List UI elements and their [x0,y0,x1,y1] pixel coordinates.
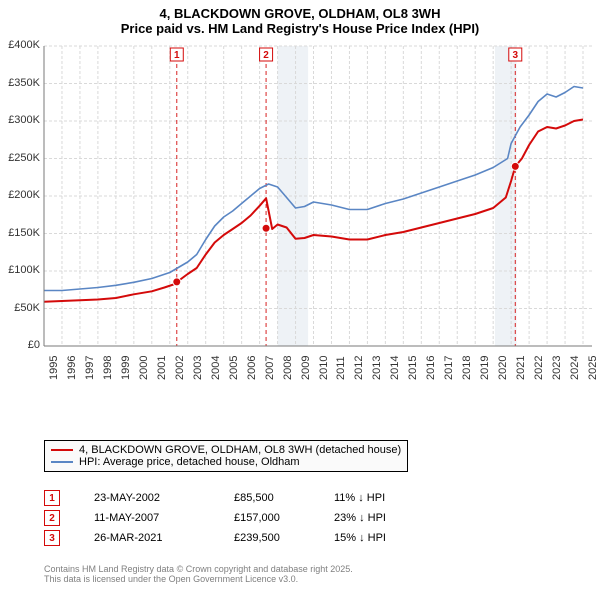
x-tick-label: 2001 [156,356,168,380]
x-tick-label: 1995 [48,356,60,380]
chart-area: 1 2 3 £0 £50K £100K £150K £200K £250K £300K £350K… [2,42,598,402]
sale-diff: 23% ↓ HPI [334,512,424,524]
page-root: 4, BLACKDOWN GROVE, OLDHAM, OL8 3WH Pric… [0,0,600,590]
x-tick-label: 1996 [66,356,78,380]
x-tick-label: 2012 [353,356,365,380]
y-tick-label: £150K [2,227,40,239]
legend: 4, BLACKDOWN GROVE, OLDHAM, OL8 3WH (det… [44,440,408,472]
x-tick-label: 2013 [371,356,383,380]
x-tick-label: 2014 [389,356,401,380]
svg-text:1: 1 [174,50,180,61]
y-tick-label: £250K [2,152,40,164]
x-tick-label: 2021 [515,356,527,380]
legend-row-hpi: HPI: Average price, detached house, Oldh… [51,456,401,468]
x-tick-label: 2019 [479,356,491,380]
x-tick-label: 2005 [228,356,240,380]
x-tick-label: 2008 [282,356,294,380]
y-tick-label: £300K [2,114,40,126]
sale-price: £157,000 [234,512,334,524]
y-tick-label: £50K [2,302,40,314]
copyright-line-1: Contains HM Land Registry data © Crown c… [44,564,353,574]
sale-date: 11-MAY-2007 [94,512,234,524]
x-tick-label: 2024 [569,356,581,380]
copyright: Contains HM Land Registry data © Crown c… [44,564,353,584]
x-tick-label: 1997 [84,356,96,380]
legend-label-hpi: HPI: Average price, detached house, Oldh… [79,456,300,468]
sale-index-box: 2 [44,510,60,526]
x-tick-label: 2002 [174,356,186,380]
y-tick-label: £200K [2,189,40,201]
sales-table: 1 23-MAY-2002£85,50011% ↓ HPI 2 11-MAY-2007… [44,488,424,548]
x-tick-label: 2017 [443,356,455,380]
sale-diff: 15% ↓ HPI [334,532,424,544]
x-tick-label: 2007 [264,356,276,380]
x-tick-label: 2015 [407,356,419,380]
title-line-1: 4, BLACKDOWN GROVE, OLDHAM, OL8 3WH [0,6,600,21]
x-tick-label: 2011 [335,356,347,380]
chart-svg: 1 2 3 [2,42,598,402]
sale-price: £239,500 [234,532,334,544]
legend-row-property: 4, BLACKDOWN GROVE, OLDHAM, OL8 3WH (det… [51,444,401,456]
svg-text:2: 2 [263,50,269,61]
sale-price: £85,500 [234,492,334,504]
sale-date: 26-MAR-2021 [94,532,234,544]
sale-row: 3 26-MAR-2021£239,50015% ↓ HPI [44,528,424,548]
legend-swatch-hpi [51,461,73,463]
svg-text:3: 3 [512,50,518,61]
copyright-line-2: This data is licensed under the Open Gov… [44,574,353,584]
x-tick-label: 2018 [461,356,473,380]
sale-row: 1 23-MAY-2002£85,50011% ↓ HPI [44,488,424,508]
sale-index-box: 1 [44,490,60,506]
sale-row: 2 11-MAY-2007£157,00023% ↓ HPI [44,508,424,528]
legend-swatch-property [51,449,73,451]
title-line-2: Price paid vs. HM Land Registry's House … [0,21,600,36]
legend-label-property: 4, BLACKDOWN GROVE, OLDHAM, OL8 3WH (det… [79,444,401,456]
x-tick-label: 1999 [120,356,132,380]
x-tick-label: 2009 [300,356,312,380]
sale-date: 23-MAY-2002 [94,492,234,504]
y-tick-label: £400K [2,39,40,51]
y-tick-label: £100K [2,264,40,276]
y-tick-label: £0 [2,339,40,351]
x-tick-label: 2010 [318,356,330,380]
sale-index-box: 3 [44,530,60,546]
x-tick-label: 2004 [210,356,222,380]
x-tick-label: 2003 [192,356,204,380]
y-tick-label: £350K [2,77,40,89]
x-tick-label: 2020 [497,356,509,380]
x-tick-label: 2022 [533,356,545,380]
x-tick-label: 2006 [246,356,258,380]
x-tick-label: 2000 [138,356,150,380]
x-tick-label: 2025 [587,356,599,380]
x-tick-label: 2016 [425,356,437,380]
x-tick-label: 2023 [551,356,563,380]
x-tick-label: 1998 [102,356,114,380]
title-block: 4, BLACKDOWN GROVE, OLDHAM, OL8 3WH Pric… [0,0,600,36]
sale-diff: 11% ↓ HPI [334,492,424,504]
